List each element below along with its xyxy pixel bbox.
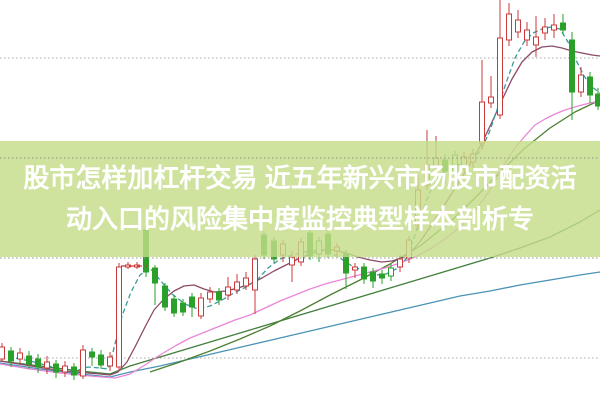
overlay-gridlines	[0, 157, 600, 259]
banner-title-line-1: 股市怎样加杠杆交易 近五年新兴市场股市配资活	[23, 163, 577, 193]
banner-title-line-2: 动入口的风险集中度监控典型样本剖析专	[65, 204, 534, 234]
banner-title: 股市怎样加杠杆交易 近五年新兴市场股市配资活 动入口的风险集中度监控典型样本剖析…	[0, 141, 600, 257]
title-banner	[0, 141, 600, 257]
